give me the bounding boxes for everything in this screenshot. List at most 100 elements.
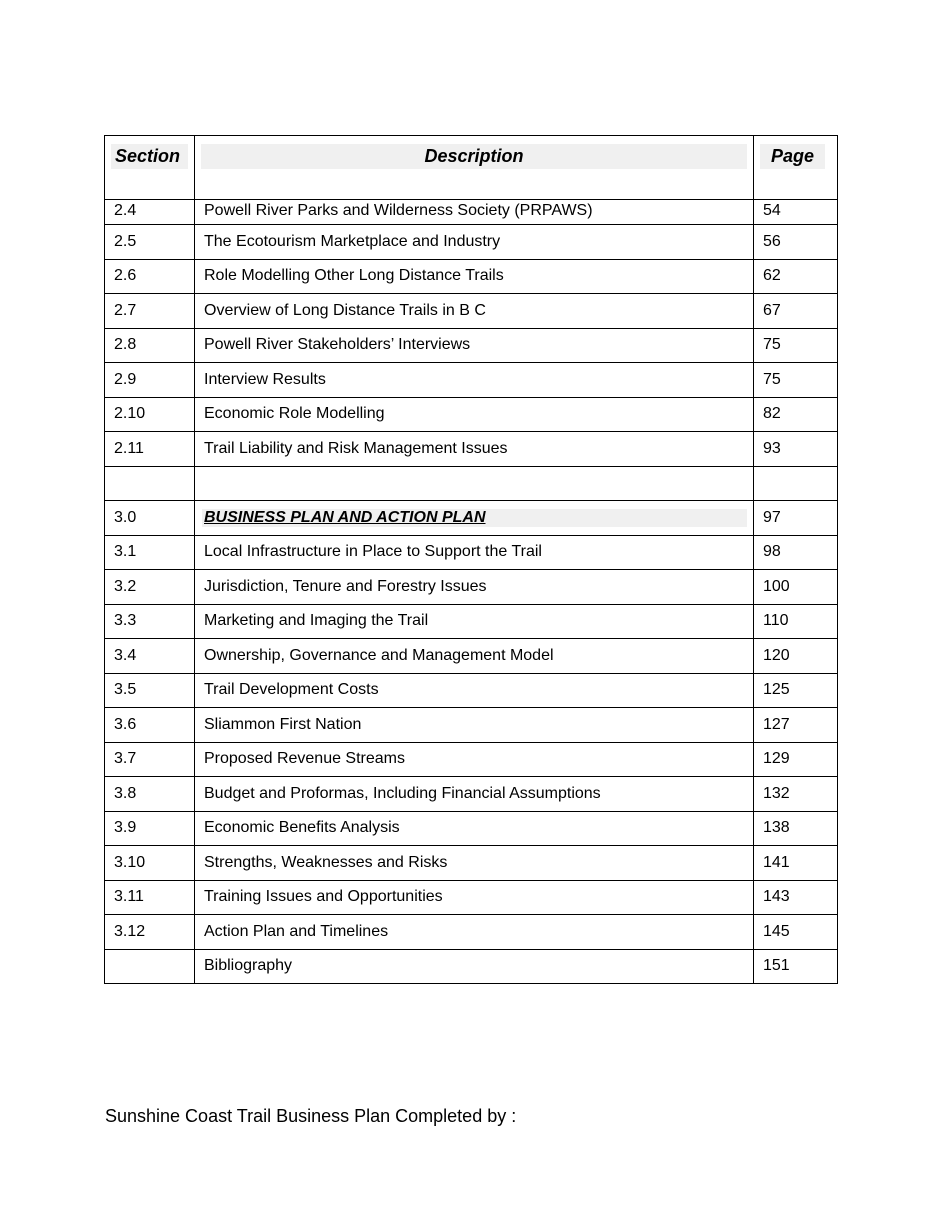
header-row: Section Description Page xyxy=(104,135,838,200)
cell-page: 120 xyxy=(753,638,838,674)
description-text: Powell River Parks and Wilderness Societ… xyxy=(204,202,593,219)
cell-description: Trail Development Costs xyxy=(194,672,754,708)
footer-text: Sunshine Coast Trail Business Plan Compl… xyxy=(105,1106,517,1126)
table-row: 3.5 Trail Development Costs 125 xyxy=(104,672,838,708)
cell-section: 2.4 xyxy=(104,199,195,225)
page-text: 141 xyxy=(763,853,790,871)
section-text: 2.11 xyxy=(114,439,144,457)
cell-section: 3.6 xyxy=(104,707,195,743)
page-text: 100 xyxy=(763,577,790,595)
table-row: 3.7 Proposed Revenue Streams 129 xyxy=(104,741,838,777)
cell-section: 3.4 xyxy=(104,638,195,674)
cell-page: 62 xyxy=(753,258,838,294)
table-row: 3.8 Budget and Proformas, Including Finan… xyxy=(104,776,838,812)
cell-page: 127 xyxy=(753,707,838,743)
section-text: 3.1 xyxy=(114,543,137,561)
description-text: Strengths, Weaknesses and Risks xyxy=(204,853,448,871)
cell-page: 151 xyxy=(753,948,838,984)
section-text: 3.4 xyxy=(114,646,137,664)
table-row: 3.4 Ownership, Governance and Management … xyxy=(104,638,838,674)
table-row: 2.4 Powell River Parks and Wilderness Soc… xyxy=(104,199,838,225)
description-text: Ownership, Governance and Management Mod… xyxy=(204,646,554,664)
table-row: 2.9 Interview Results 75 xyxy=(104,362,838,398)
cell-section: 3.2 xyxy=(104,569,195,605)
cell-page: 100 xyxy=(753,569,838,605)
description-text: Jurisdiction, Tenure and Forestry Issues xyxy=(204,577,487,595)
cell-description: Economic Benefits Analysis xyxy=(194,810,754,846)
page-text: 132 xyxy=(763,784,790,802)
table-row: Bibliography 151 xyxy=(104,948,838,984)
cell-description: Economic Role Modelling xyxy=(194,396,754,432)
section-text: 3.2 xyxy=(114,577,137,595)
cell-description: Powell River Stakeholders’ Interviews xyxy=(194,327,754,363)
description-text: Trail Development Costs xyxy=(204,681,379,699)
cell-page: 125 xyxy=(753,672,838,708)
section-text: 2.8 xyxy=(114,336,137,354)
section-text: 3.3 xyxy=(114,612,137,630)
description-text: Overview of Long Distance Trails in B C xyxy=(204,301,486,319)
cell-page: 54 xyxy=(753,199,838,225)
cell-page: 97 xyxy=(753,500,838,536)
cell-description: BUSINESS PLAN AND ACTION PLAN xyxy=(194,500,754,536)
cell-description: Proposed Revenue Streams xyxy=(194,741,754,777)
description-text: Action Plan and Timelines xyxy=(204,922,389,940)
description-text: Economic Role Modelling xyxy=(204,405,385,423)
cell-description: Sliammon First Nation xyxy=(194,707,754,743)
table-row: 3.3 Marketing and Imaging the Trail 110 xyxy=(104,603,838,639)
cell-section: 3.3 xyxy=(104,603,195,639)
cell-section xyxy=(104,465,195,501)
table-row: 3.0 BUSINESS PLAN AND ACTION PLAN 97 xyxy=(104,500,838,536)
cell-page: 110 xyxy=(753,603,838,639)
cell-description: Powell River Parks and Wilderness Societ… xyxy=(194,199,754,225)
page-text: 98 xyxy=(763,543,781,561)
table-row xyxy=(104,465,838,501)
page-text: 145 xyxy=(763,922,790,940)
table-row: 3.9 Economic Benefits Analysis 138 xyxy=(104,810,838,846)
cell-section xyxy=(104,948,195,984)
cell-description: Jurisdiction, Tenure and Forestry Issues xyxy=(194,569,754,605)
page-text: 75 xyxy=(763,336,781,354)
cell-section: 2.5 xyxy=(104,224,195,260)
section-text: 3.8 xyxy=(114,784,137,802)
cell-page: 143 xyxy=(753,879,838,915)
table-row: 3.6 Sliammon First Nation 127 xyxy=(104,707,838,743)
section-text: 3.0 xyxy=(114,508,137,526)
cell-page: 56 xyxy=(753,224,838,260)
header-description: Description xyxy=(194,135,754,200)
cell-section: 3.9 xyxy=(104,810,195,846)
cell-page: 145 xyxy=(753,914,838,950)
section-text: 3.10 xyxy=(114,853,146,871)
section-text: 2.7 xyxy=(114,301,137,319)
table-row: 3.12 Action Plan and Timelines 145 xyxy=(104,914,838,950)
cell-description: Marketing and Imaging the Trail xyxy=(194,603,754,639)
cell-section: 3.5 xyxy=(104,672,195,708)
cell-page: 132 xyxy=(753,776,838,812)
cell-description xyxy=(194,465,754,501)
cell-section: 3.11 xyxy=(104,879,195,915)
cell-page: 93 xyxy=(753,431,838,467)
cell-section: 2.9 xyxy=(104,362,195,398)
table-row: 2.11 Trail Liability and Risk Management … xyxy=(104,431,838,467)
description-text: Economic Benefits Analysis xyxy=(204,819,400,837)
description-text: Proposed Revenue Streams xyxy=(204,750,405,768)
cell-section: 3.8 xyxy=(104,776,195,812)
description-text: Marketing and Imaging the Trail xyxy=(204,612,429,630)
cell-description: Training Issues and Opportunities xyxy=(194,879,754,915)
cell-page: 141 xyxy=(753,845,838,881)
cell-description: Bibliography xyxy=(194,948,754,984)
section-text: 2.9 xyxy=(114,370,137,388)
cell-section: 2.10 xyxy=(104,396,195,432)
cell-description: Role Modelling Other Long Distance Trail… xyxy=(194,258,754,294)
cell-page: 129 xyxy=(753,741,838,777)
cell-page: 67 xyxy=(753,293,838,329)
description-text: Interview Results xyxy=(204,370,326,388)
section-text: 2.10 xyxy=(114,405,146,423)
table-of-contents: Section Description Page 2.4 Powell River… xyxy=(104,135,838,984)
description-text: Budget and Proformas, Including Financia… xyxy=(204,784,601,802)
cell-description: Action Plan and Timelines xyxy=(194,914,754,950)
section-text: 3.7 xyxy=(114,750,137,768)
section-text: 3.11 xyxy=(114,888,144,906)
cell-section: 3.1 xyxy=(104,534,195,570)
section-text: 2.5 xyxy=(114,232,137,250)
header-page-label: Page xyxy=(760,144,825,169)
